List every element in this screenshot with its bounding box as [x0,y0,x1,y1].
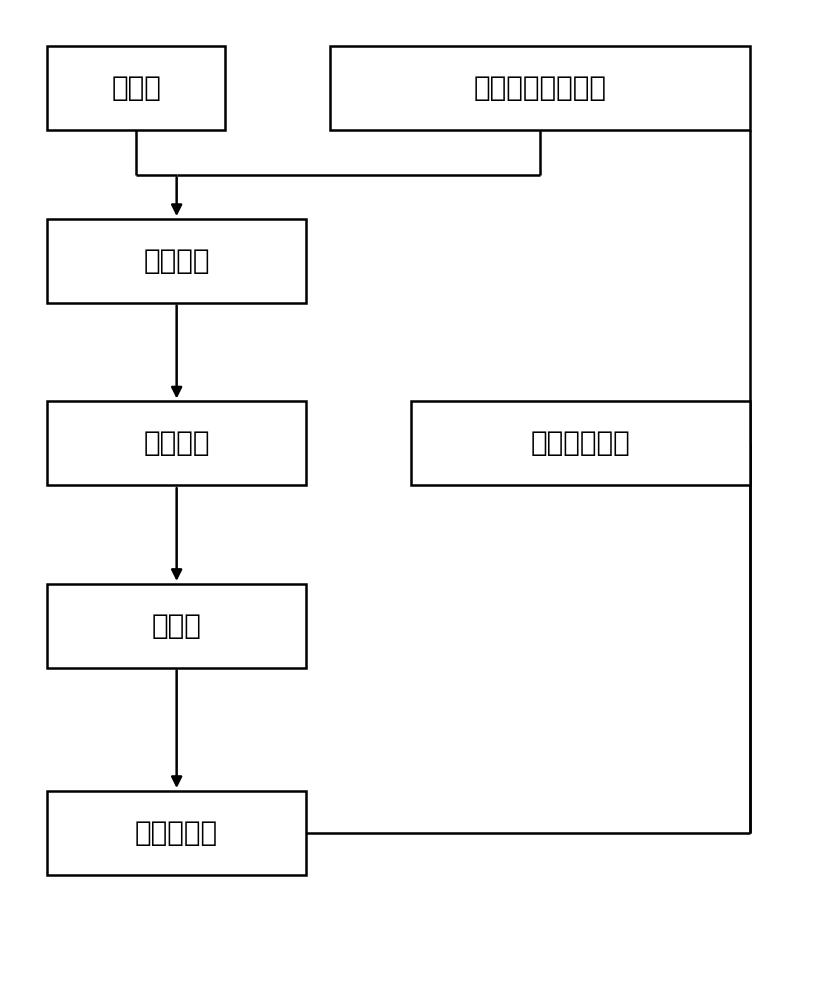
Bar [330,46,750,130]
Text: 泊松方程: 泊松方程 [143,247,210,275]
Bar [48,46,225,130]
Bar [48,401,306,485]
Bar [411,401,750,485]
Text: 电势分布: 电势分布 [143,429,210,457]
Text: 空场介电常数分布: 空场介电常数分布 [473,74,607,102]
Bar [48,791,306,875]
Text: 介电常数分布: 介电常数分布 [531,429,630,457]
Text: 敏感场: 敏感场 [152,612,201,640]
Text: 有限元: 有限元 [111,74,161,102]
Bar [48,584,306,668]
Bar [48,219,306,303]
Text: 反问题求解: 反问题求解 [135,819,218,847]
